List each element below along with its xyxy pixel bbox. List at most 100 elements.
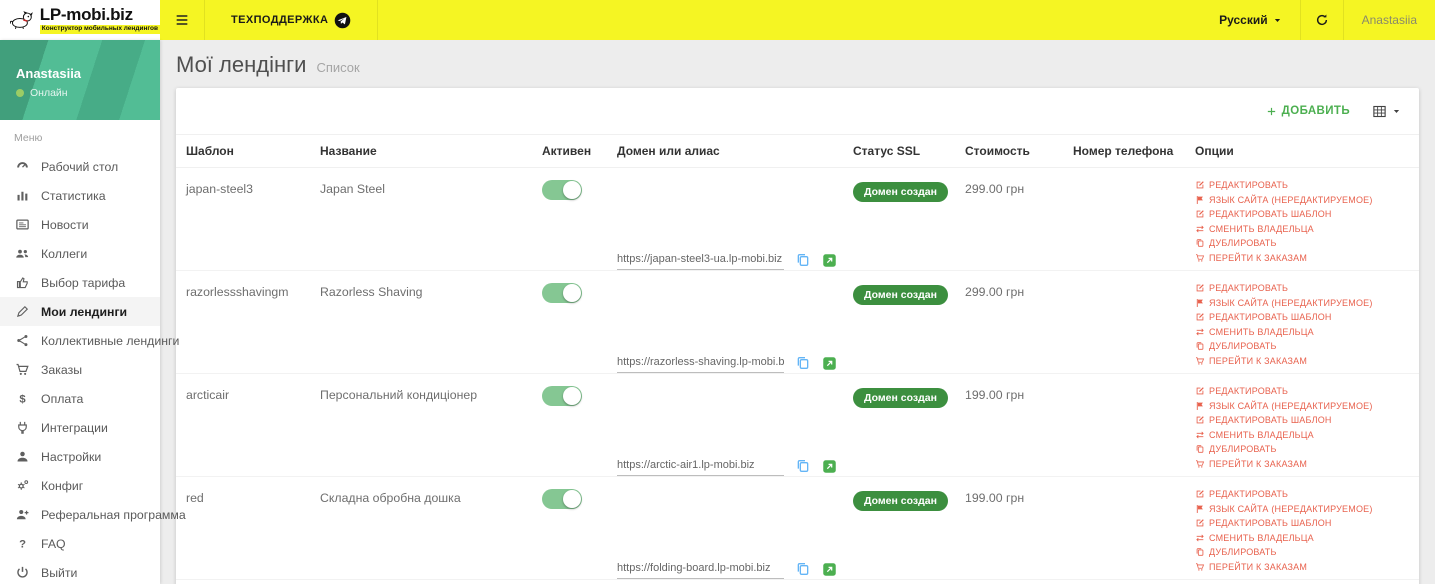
table-row: clothes and shoes Чоловічі кросівки Доме… — [176, 580, 1419, 584]
exchange-icon — [1195, 533, 1205, 543]
edit-icon — [1195, 209, 1205, 219]
open-site-icon[interactable] — [822, 459, 837, 474]
refresh-button[interactable] — [1301, 0, 1343, 40]
option-duplicate[interactable]: ДУБЛИРОВАТЬ — [1195, 547, 1413, 557]
sidebar-item-label: Настройки — [41, 449, 102, 464]
option-duplicate[interactable]: ДУБЛИРОВАТЬ — [1195, 238, 1413, 248]
sidebar-item-gears[interactable]: Конфиг — [0, 471, 160, 500]
open-site-icon[interactable] — [822, 356, 837, 371]
sidebar-item-user[interactable]: Настройки — [0, 442, 160, 471]
dashboard-icon — [15, 159, 30, 174]
option-site-language[interactable]: ЯЗЫК САЙТА (НЕРЕДАКТИРУЕМОЕ) — [1195, 504, 1413, 514]
option-go-to-orders[interactable]: ПЕРЕЙТИ К ЗАКАЗАМ — [1195, 253, 1413, 263]
table-header-row: Шаблон Название Активен Домен или алиас … — [176, 134, 1419, 168]
option-change-owner[interactable]: СМЕНИТЬ ВЛАДЕЛЬЦА — [1195, 327, 1413, 337]
option-change-owner[interactable]: СМЕНИТЬ ВЛАДЕЛЬЦА — [1195, 430, 1413, 440]
option-edit-template[interactable]: РЕДАКТИРОВАТЬ ШАБЛОН — [1195, 312, 1413, 322]
option-duplicate[interactable]: ДУБЛИРОВАТЬ — [1195, 341, 1413, 351]
copy-domain-icon[interactable] — [795, 561, 811, 577]
sidebar-item-label: Мои лендинги — [41, 304, 128, 319]
landings-card: ДОБАВИТЬ Шаблон Название Активен Домен и… — [176, 88, 1419, 584]
plug-icon — [15, 420, 30, 435]
template-cell: clothes and shoes — [176, 580, 310, 584]
option-label: ПЕРЕЙТИ К ЗАКАЗАМ — [1209, 252, 1308, 263]
column-header-ssl: Статус SSL — [853, 144, 921, 158]
option-label: СМЕНИТЬ ВЛАДЕЛЬЦА — [1209, 326, 1314, 337]
edit-icon — [1195, 386, 1205, 396]
option-duplicate[interactable]: ДУБЛИРОВАТЬ — [1195, 444, 1413, 454]
sidebar-item-dashboard[interactable]: Рабочий стол — [0, 152, 160, 181]
sidebar-user-name: Anastasiia — [16, 66, 82, 81]
table-row: arcticair Персональний кондиціонер Домен… — [176, 374, 1419, 477]
option-label: РЕДАКТИРОВАТЬ — [1209, 283, 1289, 293]
account-menu[interactable]: Anastasiia — [1344, 0, 1435, 40]
option-edit[interactable]: РЕДАКТИРОВАТЬ — [1195, 386, 1413, 396]
active-toggle[interactable] — [542, 386, 582, 406]
ssl-cell: Домен создан — [843, 168, 955, 270]
column-header-template: Шаблон — [186, 144, 234, 158]
column-header-domain: Домен или алиас — [617, 144, 720, 158]
domain-input[interactable] — [617, 356, 784, 373]
option-edit[interactable]: РЕДАКТИРОВАТЬ — [1195, 489, 1413, 499]
domain-input[interactable] — [617, 562, 784, 579]
open-site-icon[interactable] — [822, 562, 837, 577]
active-toggle[interactable] — [542, 180, 582, 200]
sidebar-item-plug[interactable]: Интеграции — [0, 413, 160, 442]
name-cell: Japan Steel — [320, 182, 385, 196]
option-go-to-orders[interactable]: ПЕРЕЙТИ К ЗАКАЗАМ — [1195, 459, 1413, 469]
flag-icon — [1195, 195, 1205, 205]
option-go-to-orders[interactable]: ПЕРЕЙТИ К ЗАКАЗАМ — [1195, 562, 1413, 572]
option-label: РЕДАКТИРОВАТЬ ШАБЛОН — [1209, 518, 1332, 528]
option-label: РЕДАКТИРОВАТЬ ШАБЛОН — [1209, 312, 1332, 322]
open-site-icon[interactable] — [822, 253, 837, 268]
domain-input[interactable] — [617, 459, 784, 476]
logo[interactable]: LP-mobi.biz Конструктор мобильных лендин… — [0, 0, 160, 40]
option-go-to-orders[interactable]: ПЕРЕЙТИ К ЗАКАЗАМ — [1195, 356, 1413, 366]
active-toggle[interactable] — [542, 489, 582, 509]
active-toggle[interactable] — [542, 283, 582, 303]
topbar-main: ТЕХПОДДЕРЖКА Русский Anastasiia — [160, 0, 1435, 40]
option-edit-template[interactable]: РЕДАКТИРОВАТЬ ШАБЛОН — [1195, 415, 1413, 425]
option-edit[interactable]: РЕДАКТИРОВАТЬ — [1195, 180, 1413, 190]
telegram-icon — [334, 12, 351, 29]
sidebar-item-users[interactable]: Коллеги — [0, 239, 160, 268]
option-change-owner[interactable]: СМЕНИТЬ ВЛАДЕЛЬЦА — [1195, 533, 1413, 543]
option-edit-template[interactable]: РЕДАКТИРОВАТЬ ШАБЛОН — [1195, 518, 1413, 528]
language-dropdown[interactable]: Русский — [1201, 0, 1300, 40]
option-site-language[interactable]: ЯЗЫК САЙТА (НЕРЕДАКТИРУЕМОЕ) — [1195, 298, 1413, 308]
sidebar-item-power[interactable]: Выйти — [0, 558, 160, 584]
flag-icon — [1195, 298, 1205, 308]
add-landing-button[interactable]: ДОБАВИТЬ — [1266, 105, 1350, 117]
divider — [1342, 0, 1344, 40]
option-edit-template[interactable]: РЕДАКТИРОВАТЬ ШАБЛОН — [1195, 209, 1413, 219]
support-button[interactable]: ТЕХПОДДЕРЖКА — [205, 0, 377, 40]
thumb-icon — [15, 275, 30, 290]
sidebar-item-thumb[interactable]: Выбор тарифа — [0, 268, 160, 297]
template-cell: razorlessshavingm — [186, 285, 289, 299]
sidebar-item-share[interactable]: Коллективные лендинги — [0, 326, 179, 355]
sidebar-item-dollar[interactable]: $ Оплата — [0, 384, 160, 413]
copy-domain-icon[interactable] — [795, 458, 811, 474]
copy-domain-icon[interactable] — [795, 355, 811, 371]
option-label: РЕДАКТИРОВАТЬ — [1209, 386, 1289, 396]
sidebar-item-pen[interactable]: Мои лендинги — [0, 297, 160, 326]
sidebar-item-chart[interactable]: Статистика — [0, 181, 160, 210]
option-edit[interactable]: РЕДАКТИРОВАТЬ — [1195, 283, 1413, 293]
option-site-language[interactable]: ЯЗЫК САЙТА (НЕРЕДАКТИРУЕМОЕ) — [1195, 401, 1413, 411]
sidebar-item-question[interactable]: ? FAQ — [0, 529, 160, 558]
option-change-owner[interactable]: СМЕНИТЬ ВЛАДЕЛЬЦА — [1195, 224, 1413, 234]
sidebar-item-user-plus[interactable]: Реферальная программа — [0, 500, 186, 529]
view-mode-button[interactable] — [1372, 104, 1401, 119]
option-label: ЯЗЫК САЙТА (НЕРЕДАКТИРУЕМОЕ) — [1209, 503, 1373, 514]
option-site-language[interactable]: ЯЗЫК САЙТА (НЕРЕДАКТИРУЕМОЕ) — [1195, 195, 1413, 205]
domain-input[interactable] — [617, 253, 784, 270]
ssl-status-badge: Домен создан — [853, 285, 948, 305]
option-label: ДУБЛИРОВАТЬ — [1209, 238, 1277, 248]
hamburger-menu-button[interactable] — [160, 0, 204, 40]
user-plus-icon — [15, 507, 30, 522]
sidebar-item-news[interactable]: Новости — [0, 210, 160, 239]
sidebar-item-cart[interactable]: Заказы — [0, 355, 160, 384]
copy-domain-icon[interactable] — [795, 252, 811, 268]
user-icon — [15, 449, 30, 464]
cart-icon — [1195, 253, 1205, 263]
